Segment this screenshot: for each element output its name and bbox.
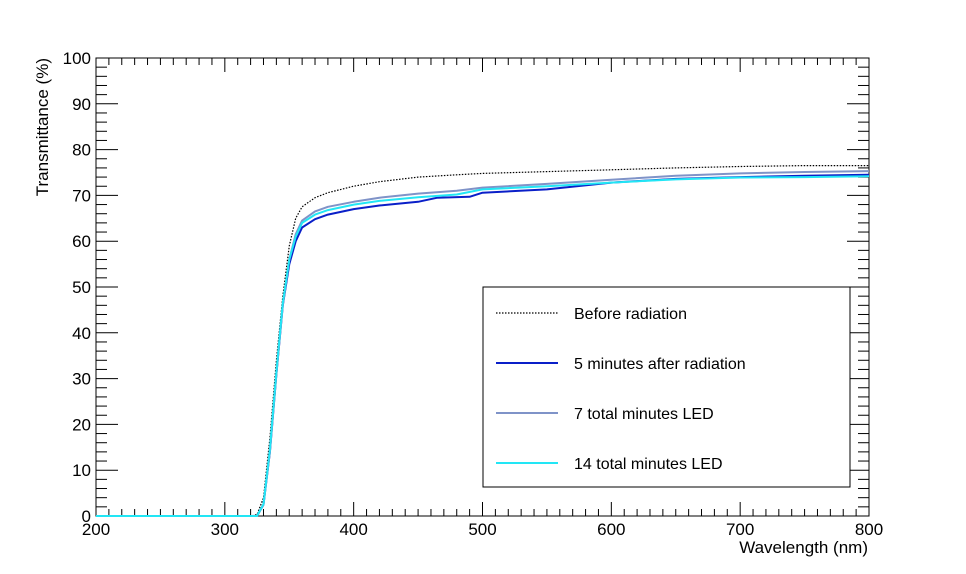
legend-box bbox=[482, 286, 851, 488]
y-tick-label: 70 bbox=[72, 186, 91, 205]
axis-ticks bbox=[95, 57, 870, 517]
tick-labels: 200 300 400 500 600 700 800 0 10 20 30 40 50 60 70 80 90… bbox=[63, 49, 884, 539]
y-axis-title: Transmittance (%) bbox=[33, 58, 52, 196]
series-layer bbox=[96, 165, 870, 517]
y-tick-label: 20 bbox=[72, 415, 91, 434]
legend-label: Before radiation bbox=[574, 306, 687, 323]
y-tick-label: 40 bbox=[72, 324, 91, 343]
x-tick-label: 300 bbox=[211, 520, 239, 539]
legend-label: 14 total minutes LED bbox=[574, 456, 723, 473]
legend-label: 5 minutes after radiation bbox=[574, 356, 746, 373]
y-tick-label: 50 bbox=[72, 278, 91, 297]
x-tick-label: 400 bbox=[339, 520, 367, 539]
x-tick-label: 600 bbox=[597, 520, 625, 539]
y-tick-label: 30 bbox=[72, 370, 91, 389]
y-tick-label: 60 bbox=[72, 232, 91, 251]
legend-label: 7 total minutes LED bbox=[574, 406, 714, 423]
legend: Before radiation 5 minutes after radiatio… bbox=[482, 286, 851, 488]
series-line bbox=[96, 175, 870, 517]
x-tick-label: 700 bbox=[726, 520, 754, 539]
y-tick-label: 90 bbox=[72, 95, 91, 114]
y-tick-label: 0 bbox=[82, 507, 91, 526]
x-tick-label: 500 bbox=[468, 520, 496, 539]
series-line bbox=[96, 165, 869, 517]
legend-entries: Before radiation 5 minutes after radiatio… bbox=[496, 306, 746, 473]
x-tick-label: 800 bbox=[855, 520, 883, 539]
y-tick-label: 100 bbox=[63, 49, 91, 68]
x-tick-label: 200 bbox=[82, 520, 110, 539]
x-axis-title: Wavelength (nm) bbox=[739, 538, 868, 557]
y-tick-label: 10 bbox=[72, 461, 91, 480]
y-tick-label: 80 bbox=[72, 141, 91, 160]
